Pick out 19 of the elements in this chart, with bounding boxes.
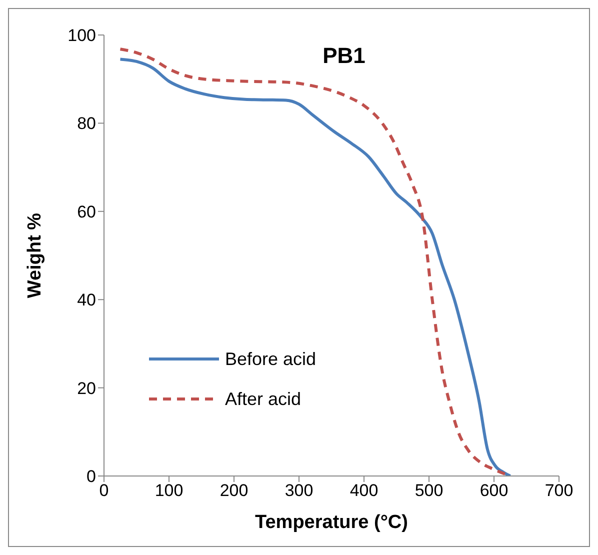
x-tick-label: 200 [220,481,248,500]
x-tick-label: 400 [350,481,378,500]
chart-title: PB1 [322,43,366,68]
y-tick-label: 100 [68,26,96,46]
x-tick-label: 0 [99,481,109,500]
y-tick-label: 40 [77,290,96,310]
x-tick-label: 600 [480,481,508,500]
legend-label: Before acid [225,348,316,370]
y-tick-label: 80 [77,114,96,134]
x-tick-label: 100 [154,481,184,500]
x-tick-label: 500 [414,481,444,500]
y-tick-label: 0 [86,467,96,486]
y-axis-title: Weight % [24,212,46,298]
x-tick-label: 300 [284,481,314,500]
y-tick-label: 60 [77,202,96,222]
y-tick-label: 20 [77,378,96,398]
x-axis-title: Temperature (°C) [255,512,408,533]
legend-label: After acid [225,388,302,410]
x-tick-label: 700 [544,481,574,500]
